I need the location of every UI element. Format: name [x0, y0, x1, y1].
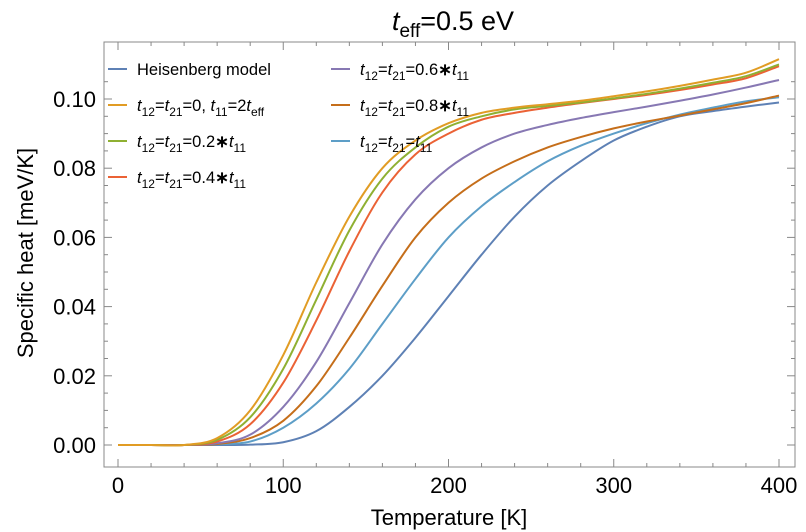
legend-label: Heisenberg model [137, 61, 271, 79]
y-tick-label: 0.06 [53, 225, 96, 250]
y-tick-label: 0.08 [53, 156, 96, 181]
y-tick-label: 0.00 [53, 433, 96, 458]
series-line [118, 65, 780, 447]
legend-label: t12=t21=t11 [360, 133, 433, 155]
chart-title-subscript: eff [399, 21, 421, 42]
series-line [118, 101, 780, 447]
chart-title-symbol: t [392, 6, 401, 36]
y-tick-label: 0.10 [53, 87, 96, 112]
series-line [118, 63, 780, 447]
series-line [118, 78, 780, 447]
legend: Heisenberg model t12=t21=0, t11=2teff t12=… [108, 61, 469, 191]
ticks-layer: 0 100 200 300 400 0.00 0.02 0.04 0.06 0.08 0.10 [53, 42, 797, 498]
y-tick-label: 0.02 [53, 364, 96, 389]
x-tick-label: 100 [265, 473, 302, 498]
y-tick-label: 0.04 [53, 295, 96, 320]
x-tick-label: 0 [112, 473, 124, 498]
y-axis-title: Specific heat [meV/K] [13, 148, 38, 358]
x-tick-label: 300 [595, 473, 632, 498]
chart-title-value: =0.5 eV [420, 6, 514, 36]
legend-label: t12=t21=0.8∗t11 [360, 97, 469, 119]
series-layer [118, 58, 780, 447]
series-line [118, 58, 780, 447]
legend-label: t12=t21=0.4∗t11 [137, 169, 246, 191]
series-line [118, 94, 780, 447]
chart-title: teff=0.5 eV [392, 6, 514, 42]
legend-label: t12=t21=0.2∗t11 [137, 133, 246, 155]
legend-label: t12=t21=0.6∗t11 [360, 61, 469, 83]
x-axis-title: Temperature [K] [371, 505, 528, 530]
x-tick-label: 400 [761, 473, 798, 498]
x-tick-label: 200 [430, 473, 467, 498]
legend-label: t12=t21=0, t11=2teff [137, 97, 265, 119]
